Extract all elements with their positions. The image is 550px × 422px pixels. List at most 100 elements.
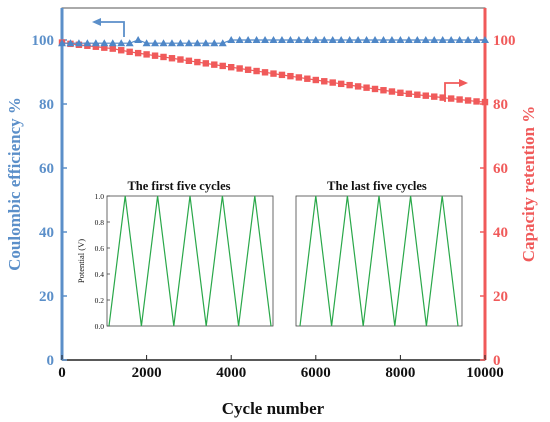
retention-point: [219, 62, 226, 70]
coulombic-point: [345, 36, 354, 43]
coulombic-point: [269, 36, 278, 43]
left-y-tick-label: 0: [47, 353, 55, 369]
coulombic-efficiency-series: [58, 36, 489, 47]
right-y-ticks: 0 20 40 60 80 100: [480, 33, 516, 369]
left-y-axis-label: Coulombic efficiency %: [5, 97, 24, 271]
inset1-y-axis-label: Potential (V): [76, 239, 86, 283]
coulombic-point: [447, 36, 456, 43]
left-y-ticks: 0 20 40 60 80 100: [32, 33, 67, 369]
left-series-arrow: [92, 18, 125, 37]
coulombic-point: [142, 39, 151, 47]
retention-point: [287, 72, 294, 80]
x-axis-label: Cycle number: [222, 399, 325, 418]
retention-point: [481, 98, 489, 106]
inset-first-five-cycles: The first five cycles Potential (V) 1.0 0…: [76, 179, 274, 331]
coulombic-point: [125, 39, 134, 47]
retention-point: [160, 53, 167, 61]
left-y-tick-label: 100: [32, 33, 55, 49]
retention-point: [143, 51, 150, 58]
left-y-tick-label: 80: [39, 97, 54, 113]
inset1-tick-label: 0.8: [95, 218, 105, 227]
retention-point: [312, 76, 319, 84]
retention-point: [185, 57, 193, 64]
coulombic-point: [362, 36, 371, 43]
retention-point: [337, 80, 345, 88]
right-y-tick-label: 60: [493, 161, 508, 177]
x-tick-label: 6000: [301, 365, 331, 381]
coulombic-point: [91, 39, 100, 47]
inset1-tick-label: 0.4: [95, 270, 105, 279]
retention-point: [261, 69, 269, 76]
retention-point: [211, 61, 218, 68]
retention-point: [388, 88, 396, 95]
retention-point: [431, 93, 438, 100]
retention-point: [244, 66, 252, 73]
main-plot: 0 2000 4000 6000 8000 10000 0 20 40 60 80 100 0 20 4…: [5, 7, 538, 418]
coulombic-point: [421, 36, 430, 43]
inset1-potential-line: [108, 195, 272, 327]
retention-point: [126, 48, 133, 56]
right-y-tick-label: 100: [493, 33, 516, 49]
coulombic-point: [210, 39, 219, 47]
capacity-retention-series: [58, 39, 489, 106]
coulombic-point: [252, 36, 261, 43]
x-tick-label: 0: [58, 365, 66, 381]
inset1-tick-label: 0.6: [95, 244, 105, 253]
retention-point: [439, 94, 446, 101]
retention-point: [92, 43, 100, 50]
right-y-tick-label: 20: [493, 289, 508, 305]
coulombic-point: [430, 36, 439, 43]
coulombic-point: [227, 36, 236, 43]
coulombic-point: [337, 36, 346, 43]
coulombic-point: [100, 39, 109, 47]
retention-point: [270, 70, 277, 77]
coulombic-point: [176, 39, 185, 47]
retention-point: [236, 65, 243, 72]
coulombic-point: [387, 36, 396, 43]
coulombic-point: [404, 36, 413, 43]
coulombic-point: [379, 36, 388, 43]
inset2-title: The last five cycles: [327, 179, 427, 193]
x-ticks: 0 2000 4000 6000 8000 10000: [58, 355, 504, 381]
coulombic-point: [159, 39, 168, 47]
retention-point: [371, 85, 379, 93]
coulombic-point: [294, 36, 303, 43]
coulombic-point: [472, 36, 481, 43]
coulombic-point: [320, 36, 329, 43]
retention-point: [397, 89, 404, 96]
coulombic-point: [244, 36, 253, 43]
retention-point: [109, 45, 116, 52]
retention-point: [101, 44, 108, 51]
right-y-tick-label: 0: [493, 353, 501, 369]
coulombic-point: [193, 39, 202, 47]
coulombic-point: [201, 39, 210, 47]
x-tick-label: 8000: [385, 365, 415, 381]
inset2-frame: [295, 195, 463, 327]
inset-last-five-cycles: The last five cycles: [295, 179, 463, 327]
coulombic-point: [134, 36, 143, 43]
coulombic-point: [438, 36, 447, 43]
retention-point: [321, 78, 328, 85]
coulombic-point: [151, 39, 160, 47]
retention-point: [295, 74, 303, 81]
x-tick-label: 10000: [466, 365, 504, 381]
coulombic-point: [218, 39, 227, 47]
coulombic-point: [311, 36, 320, 43]
retention-point: [363, 84, 370, 91]
inset1-tick-label: 1.0: [95, 192, 105, 201]
coulombic-point: [235, 36, 244, 43]
retention-point: [118, 47, 125, 54]
coulombic-point: [108, 39, 117, 47]
x-tick-label: 2000: [132, 365, 162, 381]
right-y-tick-label: 80: [493, 97, 508, 113]
inset1-y-ticks: 1.0 0.8 0.6 0.4 0.2 0.0: [95, 192, 110, 331]
left-y-tick-label: 40: [39, 225, 54, 241]
inset1-title: The first five cycles: [127, 179, 230, 193]
retention-point: [464, 97, 472, 104]
retention-point: [194, 58, 201, 66]
retention-point: [422, 92, 429, 99]
retention-point: [168, 55, 176, 62]
inset1-tick-label: 0.0: [95, 322, 105, 331]
left-y-tick-label: 60: [39, 161, 54, 177]
